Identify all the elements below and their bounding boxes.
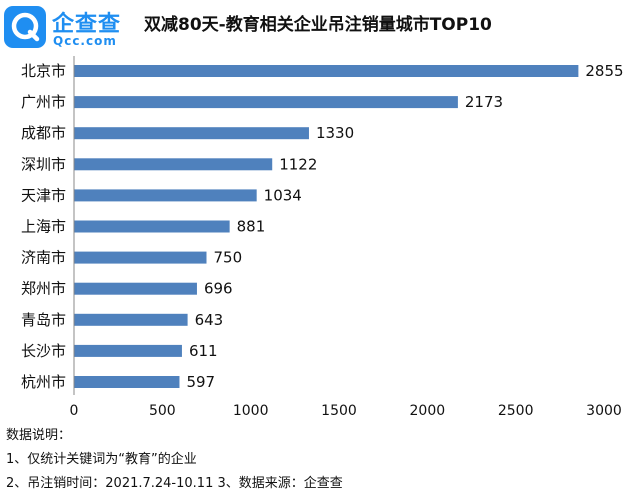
- category-label-3: 深圳市: [21, 155, 66, 173]
- value-label-4: 1034: [264, 186, 302, 204]
- bar-0: [74, 65, 579, 77]
- value-label-0: 2855: [585, 62, 623, 80]
- category-label-10: 杭州市: [21, 373, 66, 391]
- x-tick-label-1: 500: [149, 403, 176, 419]
- bars-group: [74, 65, 579, 388]
- bar-6: [74, 251, 207, 264]
- x-tick-label-6: 3000: [586, 403, 622, 419]
- category-label-2: 成都市: [21, 124, 66, 142]
- category-label-1: 广州市: [21, 93, 66, 111]
- bar-9: [74, 344, 182, 357]
- value-label-7: 696: [204, 280, 233, 298]
- x-tick-label-5: 2500: [498, 403, 534, 419]
- x-tick-label-4: 2000: [410, 403, 446, 419]
- qcc-logo-icon: [4, 6, 46, 48]
- notes-heading: 数据说明：: [6, 428, 72, 443]
- brand-name-en: Qcc.com: [53, 34, 117, 48]
- notes-line-2: 2、吊注销时间：2021.7.24-10.11 3、数据来源：企查查: [6, 476, 343, 491]
- bar-8: [74, 313, 188, 326]
- category-label-0: 北京市: [21, 62, 66, 80]
- category-label-8: 青岛市: [21, 311, 66, 329]
- x-tick-label-0: 0: [70, 403, 79, 419]
- qcc-logo-glyph: [11, 12, 40, 42]
- category-label-5: 上海市: [21, 218, 66, 236]
- x-axis-ticks: 0 500 1000 1500 2000 2500 3000: [70, 403, 622, 419]
- value-label-6: 750: [214, 249, 243, 267]
- value-label-5: 881: [237, 218, 266, 236]
- qcc-logo: 企查查 Qcc.com: [4, 6, 136, 48]
- value-label-2: 1330: [316, 124, 354, 142]
- x-tick-label-2: 1000: [233, 403, 269, 419]
- notes-line-1: 1、仅统计关键词为“教育”的企业: [6, 452, 197, 467]
- bar-3: [74, 158, 273, 171]
- category-label-9: 长沙市: [21, 342, 66, 360]
- value-label-10: 597: [186, 373, 215, 391]
- bar-4: [74, 189, 257, 202]
- bar-2: [74, 127, 309, 140]
- value-labels: 2855 2173 1330 1122 1034 881 750 696 643 611 597: [186, 62, 623, 391]
- bar-5: [74, 220, 230, 233]
- bar-10: [74, 376, 180, 388]
- value-label-3: 1122: [279, 155, 317, 173]
- chart-title: 双减80天-教育相关企业吊注销量城市TOP10: [144, 15, 492, 35]
- value-label-9: 611: [189, 342, 218, 360]
- category-label-4: 天津市: [21, 186, 66, 204]
- value-label-1: 2173: [465, 93, 503, 111]
- data-notes: 数据说明： 1、仅统计关键词为“教育”的企业 2、吊注销时间：2021.7.24…: [6, 424, 343, 496]
- bar-1: [74, 96, 458, 109]
- brand-name-cn: 企查查: [52, 12, 122, 37]
- x-tick-label-3: 1500: [321, 403, 357, 419]
- category-label-6: 济南市: [21, 249, 66, 267]
- category-label-7: 郑州市: [21, 280, 66, 298]
- value-label-8: 643: [195, 311, 224, 329]
- bar-7: [74, 282, 197, 295]
